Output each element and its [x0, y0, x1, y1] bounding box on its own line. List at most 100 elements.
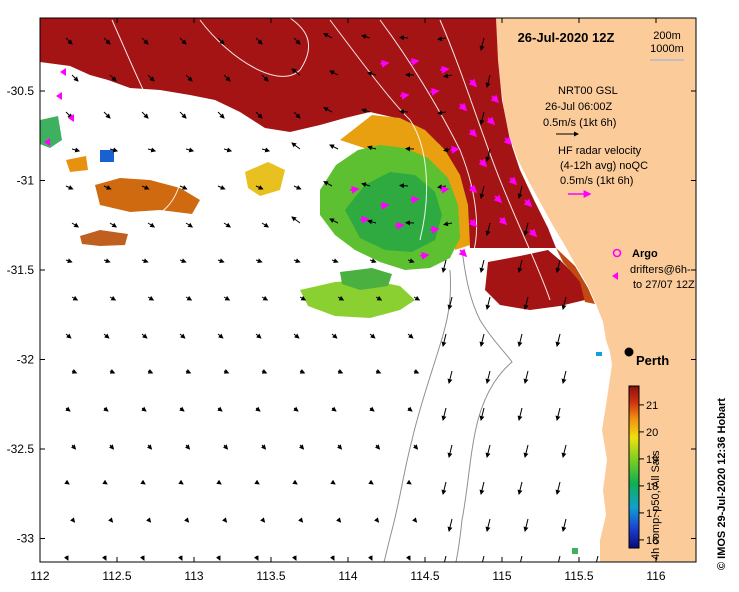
current-vector [517, 333, 523, 347]
hf-vector [429, 225, 440, 234]
current-vector [336, 444, 343, 450]
current-vector [299, 295, 307, 301]
current-vector [141, 333, 148, 339]
current-vector [561, 518, 567, 532]
current-vector [413, 295, 421, 301]
current-vector [223, 74, 231, 82]
current-vector [329, 144, 339, 150]
current-vector [361, 108, 371, 114]
current-vector [367, 145, 377, 151]
current-vector [329, 70, 339, 76]
current-vector [255, 258, 263, 264]
hf-legend-scale: 0.5m/s (1kt 6h) [560, 175, 633, 187]
current-vector [485, 444, 491, 458]
y-tick-label: -31 [17, 174, 35, 188]
hf-vector [493, 194, 503, 204]
current-vector [441, 481, 447, 495]
current-vector [178, 555, 183, 561]
current-vector [336, 517, 342, 523]
cool-eddy-inner [345, 172, 442, 252]
current-vector [561, 370, 567, 384]
current-vector [443, 221, 453, 227]
current-vector [223, 147, 233, 153]
current-vector [447, 370, 453, 384]
current-vector [479, 481, 485, 495]
current-vector [517, 185, 523, 199]
current-vector [441, 259, 447, 273]
hf-vector [349, 185, 360, 194]
current-vector [479, 407, 485, 421]
current-vector [140, 479, 146, 485]
x-tick-label: 116 [646, 569, 665, 583]
current-vector [485, 518, 491, 532]
hf-vector [439, 65, 450, 74]
hf-legend-subtitle: (4-12h avg) noQC [560, 160, 648, 172]
current-vector [65, 406, 71, 412]
colorbar-tick-label: 18 [646, 481, 658, 493]
current-vector [109, 222, 118, 228]
current-vector [179, 333, 186, 339]
current-vector [71, 369, 78, 374]
current-vector [147, 147, 157, 153]
current-vector [255, 111, 263, 119]
current-vector [374, 517, 380, 523]
sst-patch [66, 156, 88, 172]
depth-legend-200m: 200m [653, 30, 681, 42]
current-vector [141, 258, 149, 264]
current-vector [184, 444, 191, 450]
current-vector [178, 479, 184, 485]
gsl-legend-name: NRT00 GSL [558, 85, 618, 97]
current-vector [485, 148, 491, 162]
gsl-contours [111, 18, 551, 301]
current-vector [523, 296, 529, 310]
current-vector [406, 479, 412, 485]
current-vector [337, 369, 344, 374]
current-vector [70, 517, 76, 523]
hf-vector [394, 221, 405, 230]
current-vector [437, 36, 447, 42]
isobath-1000m [383, 269, 451, 562]
current-vector [65, 333, 72, 339]
current-vector [65, 37, 73, 45]
current-vector [555, 481, 561, 495]
x-tick-label: 114.5 [410, 569, 439, 583]
perth-marker-icon [624, 347, 634, 357]
current-vector [103, 406, 109, 412]
current-vector [216, 479, 222, 485]
current-vector [217, 185, 226, 190]
current-vector [407, 333, 414, 339]
current-vector [291, 68, 301, 76]
current-vector [485, 296, 491, 310]
current-vector [223, 369, 230, 374]
current-vector [447, 518, 453, 532]
current-vector [179, 37, 187, 45]
city-label-perth: Perth [636, 353, 669, 368]
current-vector [147, 74, 155, 82]
current-vector [185, 295, 193, 301]
current-vector [293, 258, 301, 264]
current-vector [179, 185, 188, 190]
warm-current-band [40, 18, 556, 248]
drifter-icon [612, 272, 618, 280]
current-vector [71, 295, 79, 301]
current-vector [291, 142, 301, 150]
current-vector [555, 259, 561, 273]
depth-legend-1000m: 1000m [650, 43, 684, 55]
current-vector [369, 333, 376, 339]
plot-frame [39, 17, 697, 563]
drifters-legend-line1: drifters@6h- [630, 264, 691, 276]
current-vector [561, 296, 567, 310]
sst-patch [80, 230, 128, 246]
current-vector [103, 111, 111, 119]
current-vector [217, 111, 225, 119]
current-vector [485, 222, 491, 236]
current-vector [485, 74, 491, 88]
current-vector [323, 181, 333, 187]
colorbar-ticks: 21 20 19 18 17 16 [639, 400, 658, 547]
current-vector [375, 369, 382, 374]
current-vector [108, 517, 114, 523]
y-tick-label: -32.5 [7, 442, 35, 456]
current-vector [399, 35, 409, 41]
current-vector [374, 444, 381, 450]
